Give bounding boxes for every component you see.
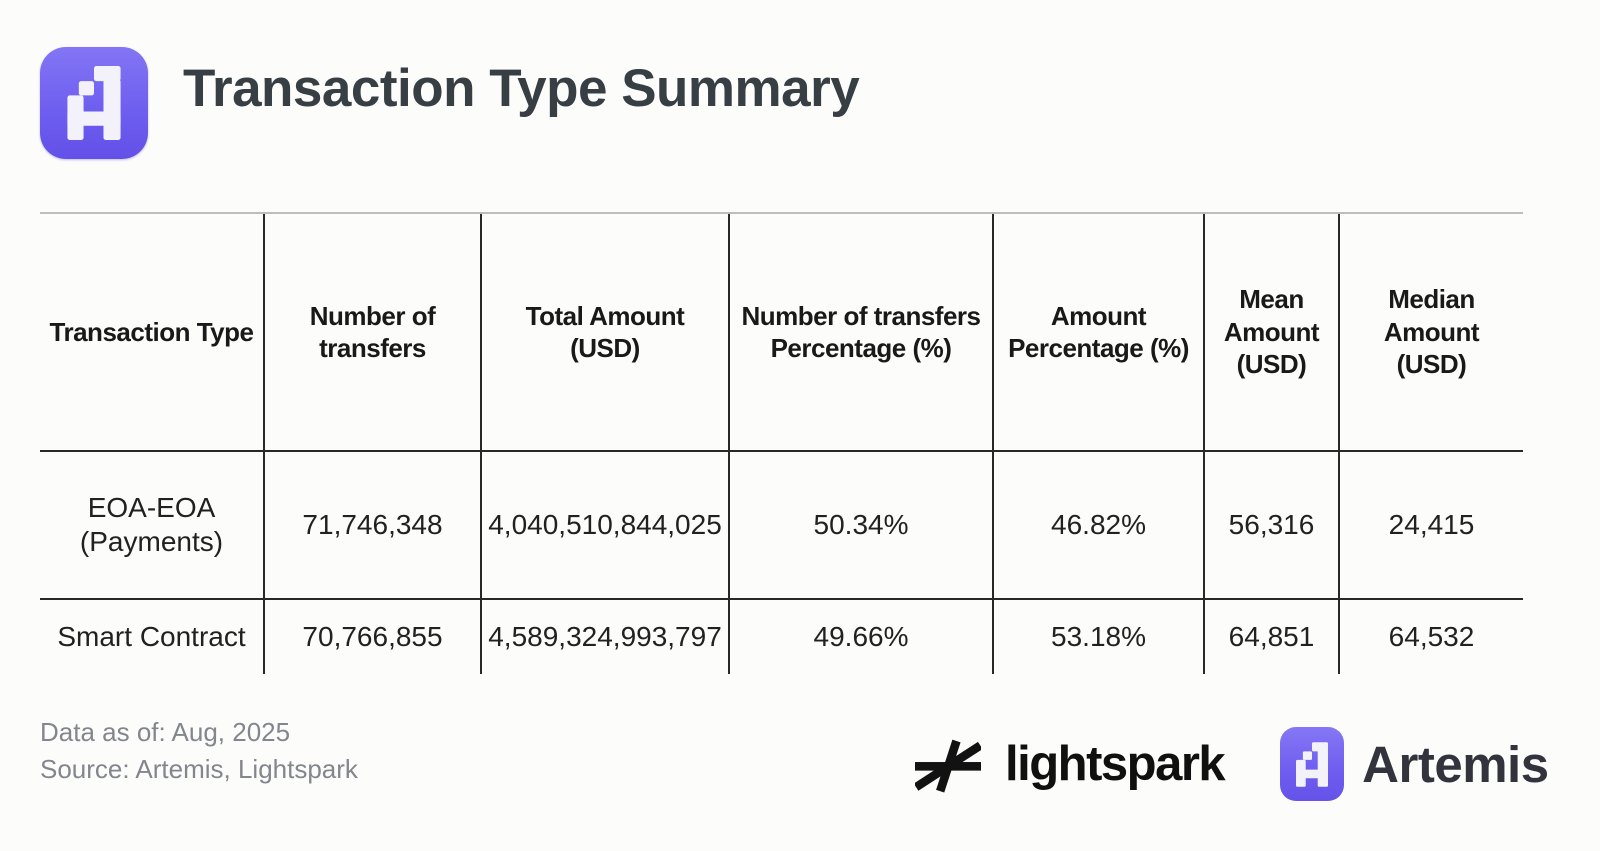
data-as-of-text: Data as of: Aug, 2025 — [40, 717, 291, 747]
row-eoa-eoa-median-amount: 24,415 — [1340, 452, 1523, 600]
column-header-amount-percentage: Amount Percentage (%) — [994, 214, 1205, 452]
page-title: Transaction Type Summary — [183, 59, 860, 118]
column-header-mean-amount-usd: Mean Amount (USD) — [1205, 214, 1340, 452]
row-smart-contract-median-amount: 64,532 — [1388, 620, 1475, 652]
artemis-wordmark: Artemis — [1362, 735, 1549, 793]
column-header-transaction-type: Transaction Type — [40, 214, 265, 452]
transaction-type-summary-table: Transaction Type Number of transfers Tot… — [40, 212, 1523, 674]
artemis-logo-icon — [40, 47, 148, 159]
lightspark-asterisk-icon — [915, 739, 981, 793]
footnote: Data as of: Aug, 2025 Source: Artemis, L… — [40, 714, 358, 788]
row-smart-contract-mean-amount: 64,851 — [1205, 600, 1340, 674]
artemis-pixel-a-icon — [1296, 741, 1329, 787]
row-eoa-eoa-total-amount: 4,040,510,844,025 — [482, 452, 730, 600]
row-smart-contract-total-amount: 4,589,324,993,797 — [482, 600, 730, 674]
column-header-median-amount-usd: Median Amount (USD) — [1340, 214, 1523, 452]
row-smart-contract-number-of-transfers: 70,766,855 — [265, 600, 482, 674]
artemis-pixel-a-icon — [67, 66, 121, 140]
artemis-footer-logo-icon — [1280, 727, 1345, 801]
row-smart-contract-amount-percentage: 53.18% — [994, 600, 1205, 674]
row-eoa-eoa-mean-amount: 56,316 — [1205, 452, 1340, 600]
column-header-transfers-percentage: Number of transfers Percentage (%) — [730, 214, 994, 452]
row-smart-contract-label: Smart Contract — [40, 600, 265, 674]
source-text: Source: Artemis, Lightspark — [40, 754, 358, 784]
row-eoa-eoa-transfers-percentage: 50.34% — [730, 452, 994, 600]
row-eoa-eoa-number-of-transfers: 71,746,348 — [265, 452, 482, 600]
row-smart-contract-transfers-percentage: 49.66% — [730, 600, 994, 674]
row-eoa-eoa-label: EOA-EOA (Payments) — [40, 452, 265, 600]
lightspark-wordmark: lightspark — [1005, 737, 1226, 791]
column-header-total-amount-usd: Total Amount (USD) — [482, 214, 730, 452]
column-header-number-of-transfers: Number of transfers — [265, 214, 482, 452]
footer-logos: lightspark Artemis — [915, 726, 1549, 802]
row-eoa-eoa-amount-percentage: 46.82% — [994, 452, 1205, 600]
